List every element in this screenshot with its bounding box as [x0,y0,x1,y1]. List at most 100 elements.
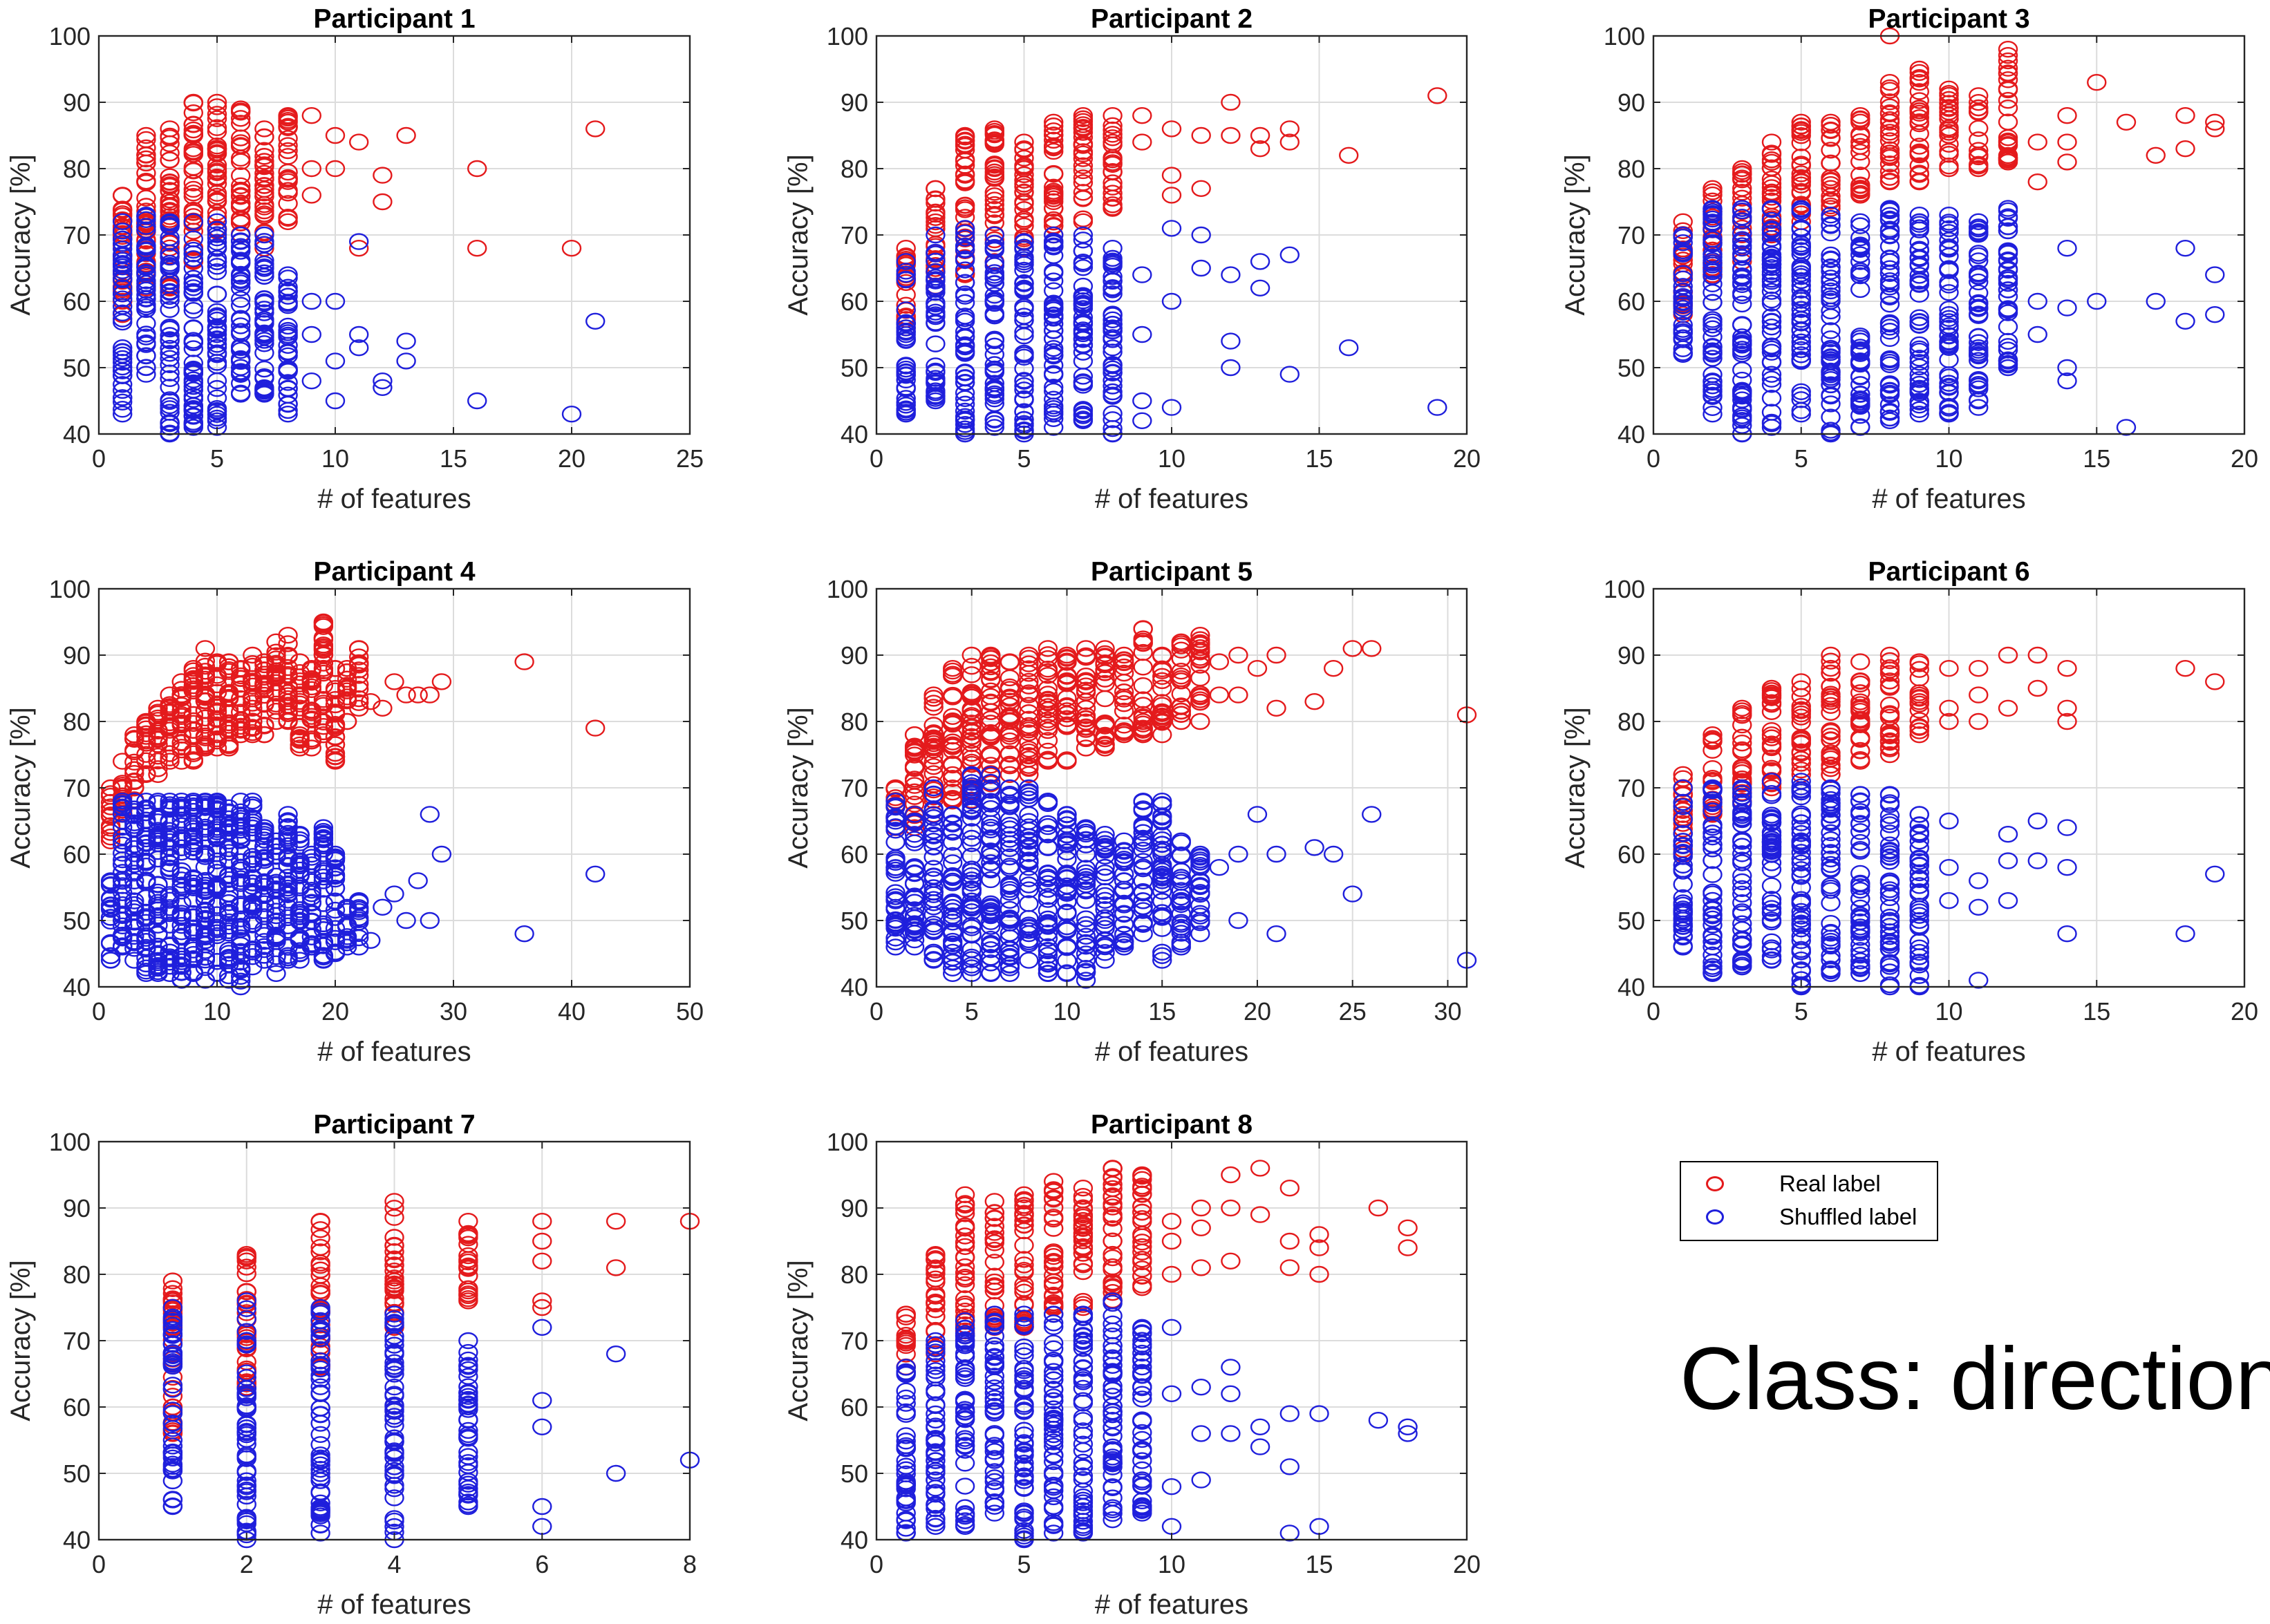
data-point [218,739,239,757]
data-point [160,217,180,234]
data-point [467,160,487,178]
y-axis-label: Accuracy [%] [1560,154,1591,315]
data-point [301,739,321,757]
data-point [278,317,298,335]
data-point [1043,137,1064,155]
data-point [207,344,227,361]
data-point [1673,245,1693,263]
data-point [349,676,369,693]
data-point [585,312,606,330]
data-point [254,686,274,704]
data-point [926,213,946,231]
data-point [112,362,133,379]
data-point [1909,83,1929,100]
data-point [1909,100,1929,117]
data-point [254,129,274,146]
data-point [984,120,1005,138]
data-point [1939,160,1959,178]
data-point [926,357,946,375]
data-point [112,401,133,418]
data-point [1043,294,1064,312]
data-point [1969,87,1989,104]
data-point [1103,363,1123,381]
data-point [1939,328,1959,345]
data-point [1909,166,1929,183]
data-point [313,641,334,659]
x-tick-label: 20 [1453,444,1481,473]
data-point [984,234,1005,252]
data-point [1014,133,1034,151]
data-point [1791,295,1811,312]
data-point [183,319,203,337]
data-point [1702,180,1723,197]
data-point [160,182,180,200]
data-point [1821,200,1841,217]
data-point [290,675,310,692]
data-point [266,643,286,661]
data-point [160,345,180,362]
y-tick-label: 50 [841,907,868,935]
data-point [1791,346,1811,363]
data-point [1909,358,1929,376]
data-point [955,287,975,305]
data-point [1732,371,1752,389]
data-point [1998,245,2018,262]
data-point [278,169,298,187]
data-point [1702,283,1723,301]
data-point [896,380,916,397]
data-point [1879,155,1900,173]
data-point [349,667,369,684]
data-point [112,290,133,308]
data-point [1732,160,1752,178]
data-point [896,319,916,337]
data-point [112,818,133,836]
y-tick-label: 50 [1617,354,1645,382]
data-point [1998,59,2018,77]
data-point [183,241,203,259]
data-point [1791,200,1811,217]
data-point [1850,246,1870,263]
data-point [1879,377,1900,394]
data-point [926,203,946,221]
data-point [1673,287,1693,305]
data-point [349,325,369,343]
data-point [984,337,1005,355]
data-point [207,716,227,734]
data-point [1969,352,1989,369]
data-point [112,258,133,276]
data-point [1850,106,1870,124]
data-point [1879,295,1900,313]
y-tick-label: 40 [1617,420,1645,449]
data-point [1791,149,1811,166]
data-point [984,356,1005,373]
data-point [1103,200,1123,217]
data-point [183,126,203,144]
y-tick-label: 50 [841,354,868,382]
x-axis-label: # of features [1872,484,2025,514]
data-point [1702,320,1723,337]
data-point [2057,133,2077,151]
data-point [254,207,274,225]
data-point [325,682,346,699]
data-point [207,193,227,210]
data-point [1879,238,1900,255]
series-shuffled-label [100,792,606,996]
data-point [183,140,203,158]
data-point [1850,355,1870,372]
data-point [955,132,975,150]
data-point [1043,298,1064,316]
data-point [1732,316,1752,333]
data-point [926,245,946,263]
data-point [1821,368,1841,386]
data-point [955,373,975,391]
data-point [1850,368,1870,386]
data-point [243,726,263,744]
data-point [2087,292,2107,310]
data-point [420,686,440,704]
x-tick-label: 10 [1935,444,1962,473]
y-tick-label: 80 [841,708,868,736]
data-point [2146,147,2166,164]
data-point [1909,396,1929,414]
data-point [896,406,916,423]
data-point [124,779,144,796]
